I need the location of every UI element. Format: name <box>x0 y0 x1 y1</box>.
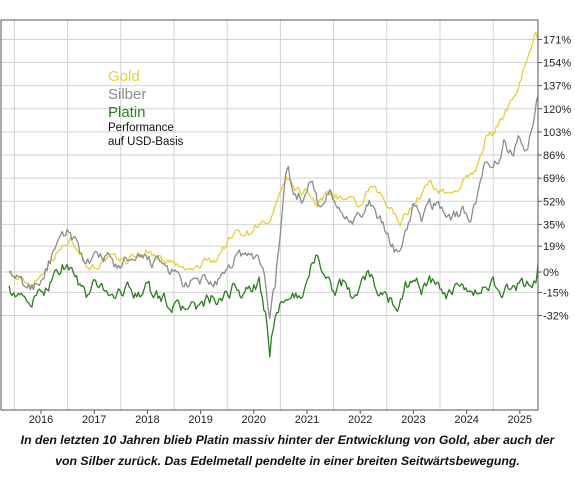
series-lines <box>8 31 538 358</box>
series-line-gold <box>8 31 538 288</box>
x-tick-label: 2018 <box>135 414 159 426</box>
x-tick-label: 2017 <box>82 414 106 426</box>
y-tick-label: -15% <box>543 287 569 299</box>
y-tick-label: 52% <box>543 196 565 208</box>
x-tick-label: 2024 <box>454 414 478 426</box>
caption-line-1: In den letzten 10 Jahren blieb Platin ma… <box>20 433 555 447</box>
y-axis-ticks: 171% 154% 137% 120% 103% 86% 69% 52% 35% 19% 0% -15… <box>538 34 571 323</box>
y-tick-label: 35% <box>543 219 565 231</box>
x-tick-label: 2021 <box>295 414 319 426</box>
x-tick-label: 2023 <box>401 414 425 426</box>
y-tick-label: 19% <box>543 241 565 253</box>
plot-frame <box>0 19 539 411</box>
x-tick-label: 2020 <box>242 414 266 426</box>
y-tick-label: -32% <box>543 311 569 323</box>
caption-line-2: von Silber zurück. Das Edelmetall pendel… <box>55 454 520 468</box>
legend-platin: Platin <box>108 104 146 121</box>
legend-gold: Gold <box>108 68 140 85</box>
y-tick-label: 120% <box>543 104 571 116</box>
grid-horizontal <box>1 38 538 317</box>
legend-note-line1: Performance <box>108 122 174 134</box>
legend: Gold Silber Platin Performance auf USD-B… <box>108 68 184 148</box>
x-tick-label: 2025 <box>508 414 532 426</box>
y-tick-label: 103% <box>543 127 571 139</box>
x-tick-label: 2016 <box>29 414 53 426</box>
x-tick-label: 2022 <box>348 414 372 426</box>
grid-vertical <box>13 20 494 410</box>
x-tick-label: 2019 <box>188 414 212 426</box>
legend-silber: Silber <box>108 86 146 103</box>
y-tick-label: 154% <box>543 58 571 70</box>
y-tick-label: 171% <box>543 34 571 46</box>
series-line-silber <box>8 94 538 320</box>
chart-caption: In den letzten 10 Jahren blieb Platin ma… <box>0 430 575 472</box>
legend-note-line2: auf USD-Basis <box>108 136 184 148</box>
y-tick-label: 137% <box>543 81 571 93</box>
performance-line-chart: 171% 154% 137% 120% 103% 86% 69% 52% 35% 19% 0% -15… <box>0 19 571 426</box>
y-tick-label: 0% <box>543 267 559 279</box>
series-line-platin <box>8 254 538 358</box>
x-axis-ticks: 2016 2017 2018 2019 2020 2021 2022 2023 2024 2025 <box>29 410 532 426</box>
y-tick-label: 86% <box>543 150 565 162</box>
y-tick-label: 69% <box>543 173 565 185</box>
